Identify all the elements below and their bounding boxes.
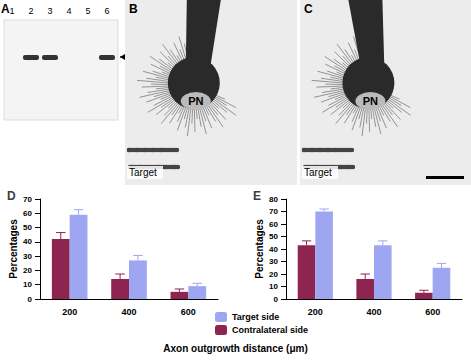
svg-text:70: 70 bbox=[269, 207, 278, 216]
svg-text:10: 10 bbox=[23, 280, 32, 289]
svg-text:10: 10 bbox=[269, 282, 278, 291]
svg-text:60: 60 bbox=[269, 220, 278, 229]
svg-text:20: 20 bbox=[23, 266, 32, 275]
svg-text:Contralateral side: Contralateral side bbox=[232, 325, 308, 335]
svg-text:50: 50 bbox=[269, 232, 278, 241]
svg-text:40: 40 bbox=[23, 237, 32, 246]
svg-text:Percentages: Percentages bbox=[8, 219, 19, 279]
svg-text:600: 600 bbox=[425, 307, 440, 317]
svg-text:600: 600 bbox=[181, 307, 196, 317]
svg-text:20: 20 bbox=[269, 270, 278, 279]
svg-text:0: 0 bbox=[274, 295, 279, 304]
svg-text:400: 400 bbox=[366, 307, 381, 317]
svg-text:200: 200 bbox=[308, 307, 323, 317]
svg-text:0: 0 bbox=[28, 295, 33, 304]
svg-text:A: A bbox=[1, 2, 10, 16]
svg-text:70: 70 bbox=[23, 195, 32, 204]
svg-text:PN: PN bbox=[188, 95, 203, 107]
svg-text:40: 40 bbox=[269, 245, 278, 254]
svg-text:3: 3 bbox=[47, 6, 52, 16]
svg-text:6: 6 bbox=[104, 6, 109, 16]
svg-text:E: E bbox=[253, 189, 261, 203]
svg-text:1: 1 bbox=[9, 6, 14, 16]
svg-text:C: C bbox=[304, 2, 313, 16]
svg-text:Axon outgrowth distance (μm): Axon outgrowth distance (μm) bbox=[163, 343, 307, 354]
svg-text:Target side: Target side bbox=[232, 312, 279, 322]
svg-text:Target: Target bbox=[129, 167, 157, 178]
svg-text:5: 5 bbox=[85, 6, 90, 16]
svg-text:200: 200 bbox=[62, 307, 77, 317]
svg-text:B: B bbox=[129, 2, 138, 16]
svg-text:Percentages: Percentages bbox=[254, 219, 265, 279]
svg-text:30: 30 bbox=[269, 257, 278, 266]
svg-text:400: 400 bbox=[121, 307, 136, 317]
svg-text:30: 30 bbox=[23, 252, 32, 261]
svg-text:60: 60 bbox=[23, 209, 32, 218]
svg-text:2: 2 bbox=[28, 6, 33, 16]
svg-text:50: 50 bbox=[23, 223, 32, 232]
svg-text:80: 80 bbox=[269, 195, 278, 204]
svg-text:4: 4 bbox=[66, 6, 71, 16]
svg-text:Target: Target bbox=[304, 167, 332, 178]
svg-text:D: D bbox=[7, 189, 16, 203]
svg-text:PN: PN bbox=[363, 95, 378, 107]
